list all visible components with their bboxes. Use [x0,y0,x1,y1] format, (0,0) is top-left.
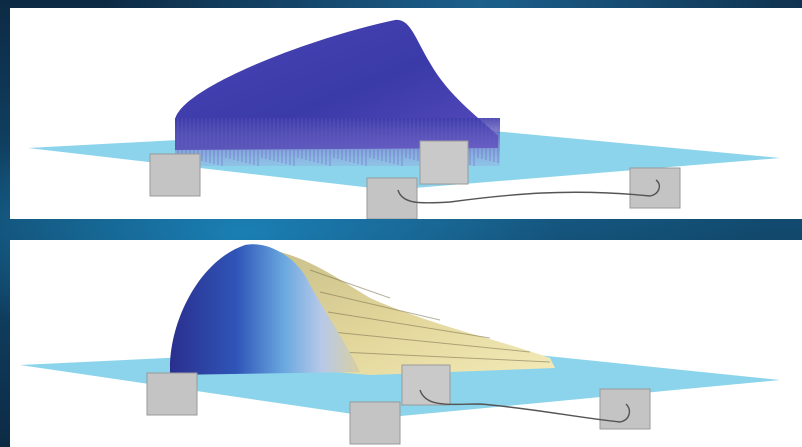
post [149,153,201,197]
bottom-figure [20,244,780,445]
post [599,388,651,430]
volume-solid [175,19,500,166]
post [629,167,681,209]
post [366,177,418,219]
top-figure [28,19,780,219]
bottom-panel [10,240,802,447]
post [419,140,469,185]
post [146,372,198,416]
connector-curve [419,389,631,423]
top-panel [10,8,802,219]
dome-surface [170,244,360,375]
connector-curve [397,179,661,204]
post [349,401,401,445]
